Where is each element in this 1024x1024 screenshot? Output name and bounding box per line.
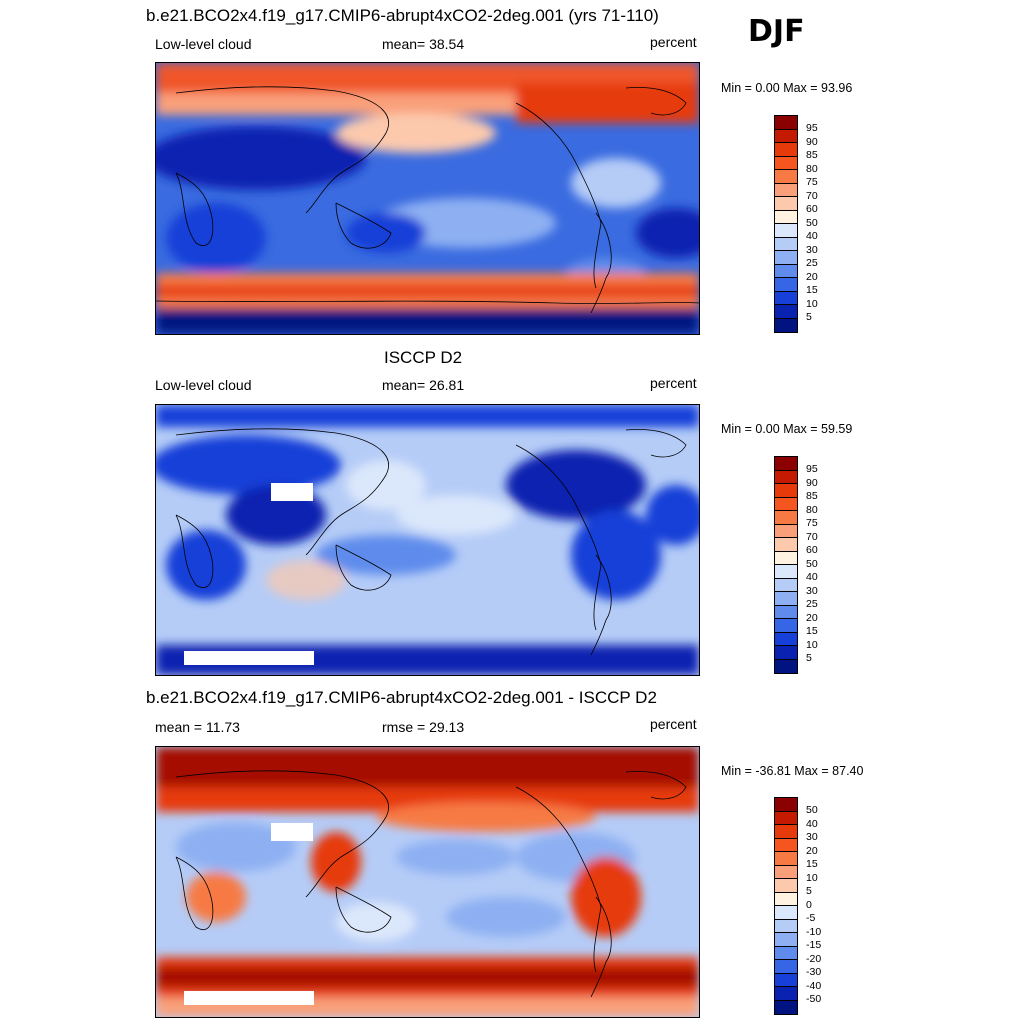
colorbar-tick-label: -15 [806,939,822,951]
panel2-coastlines [175,428,687,656]
colorbar-tick-label: 30 [806,831,818,843]
colorbar-tick-label: 90 [806,476,818,489]
colorbar-tick-label: 60 [806,203,818,215]
colorbar-tick-label: 40 [806,817,818,830]
panel1-left-label: Low-level cloud [155,36,252,52]
panel3-center-label: rmse = 29.13 [382,719,465,735]
colorbar-tick-label: 90 [806,135,818,148]
panel2-center-label: mean= 26.81 [382,377,465,393]
colorbar-tick-label: 40 [806,230,818,242]
panel2-minmax: Min = 0.00 Max = 59.59 [721,422,853,436]
panel1-center-label: mean= 38.54 [382,36,465,52]
colorbar-tick-label: 50 [806,557,818,570]
colorbar-tick-label: 80 [806,503,818,516]
panel2-left-label: Low-level cloud [155,377,252,393]
panel2-map [155,404,700,676]
colorbar-tick-label: 85 [806,149,818,161]
colorbar-tick-label: 20 [806,270,818,283]
season-label: DJF [748,14,805,49]
colorbar-tick-label: -40 [806,979,822,992]
colorbar-tick-label: 15 [806,625,818,637]
colorbar-tick-label: 60 [806,544,818,556]
colorbar-tick-label: 70 [806,189,818,202]
panel3-left-label: mean = 11.73 [155,719,240,735]
colorbar-tick-label: 80 [806,162,818,175]
colorbar-tick-label: 5 [806,885,812,897]
colorbar-tick-label: 15 [806,858,818,870]
colorbar-tick-label: -50 [806,993,822,1005]
panel3-minmax: Min = -36.81 Max = 87.40 [721,764,864,778]
panel1-colorbar [774,115,798,333]
panel2-title: ISCCP D2 [384,348,463,367]
colorbar-tick-label: 10 [806,297,818,310]
colorbar-tick-label: 20 [806,844,818,857]
panel2-map-field [156,405,699,675]
panel2-colorbar [774,456,798,674]
colorbar-tick-label: 30 [806,584,818,597]
colorbar-tick-label: 95 [806,122,818,134]
panel3-colorbar [774,797,798,1015]
colorbar-tick-label: 10 [806,871,818,884]
panel3-title: b.e21.BCO2x4.f19_g17.CMIP6-abrupt4xCO2-2… [146,688,657,707]
colorbar-tick-label: 50 [806,804,818,816]
colorbar-tick-label: 30 [806,243,818,256]
colorbar-tick-label: 85 [806,490,818,502]
colorbar-tick-label: 40 [806,571,818,583]
colorbar-tick-label: 15 [806,284,818,296]
panel1-minmax: Min = 0.00 Max = 93.96 [721,81,853,95]
panel3-right-label: percent [650,716,697,732]
colorbar-tick-label: 75 [806,176,818,188]
panel3-map-field [156,747,699,1017]
panel3-coastlines [175,770,687,998]
colorbar-tick-label: 25 [806,257,818,269]
colorbar-tick-label: 50 [806,216,818,229]
panel3-map [155,746,700,1018]
colorbar-tick-label: -20 [806,952,822,965]
colorbar-tick-label: -5 [806,912,816,924]
colorbar-tick-label: 70 [806,530,818,543]
colorbar-tick-label: 75 [806,517,818,529]
colorbar-tick-label: 0 [806,898,812,911]
colorbar-tick-label: 95 [806,463,818,475]
colorbar-tick-label: 5 [806,311,812,323]
panel2-right-label: percent [650,375,697,391]
panel1-right-label: percent [650,34,697,50]
colorbar-tick-label: 25 [806,598,818,610]
panel1-coastlines [156,86,699,314]
colorbar-tick-label: -30 [806,966,822,978]
colorbar-tick-label: 10 [806,638,818,651]
panel1-map-field [156,63,699,334]
colorbar-tick-label: 5 [806,652,812,664]
colorbar-tick-label: -10 [806,925,822,938]
panel1-map [155,62,700,335]
colorbar-tick-label: 20 [806,611,818,624]
panel1-title: b.e21.BCO2x4.f19_g17.CMIP6-abrupt4xCO2-2… [146,6,659,25]
